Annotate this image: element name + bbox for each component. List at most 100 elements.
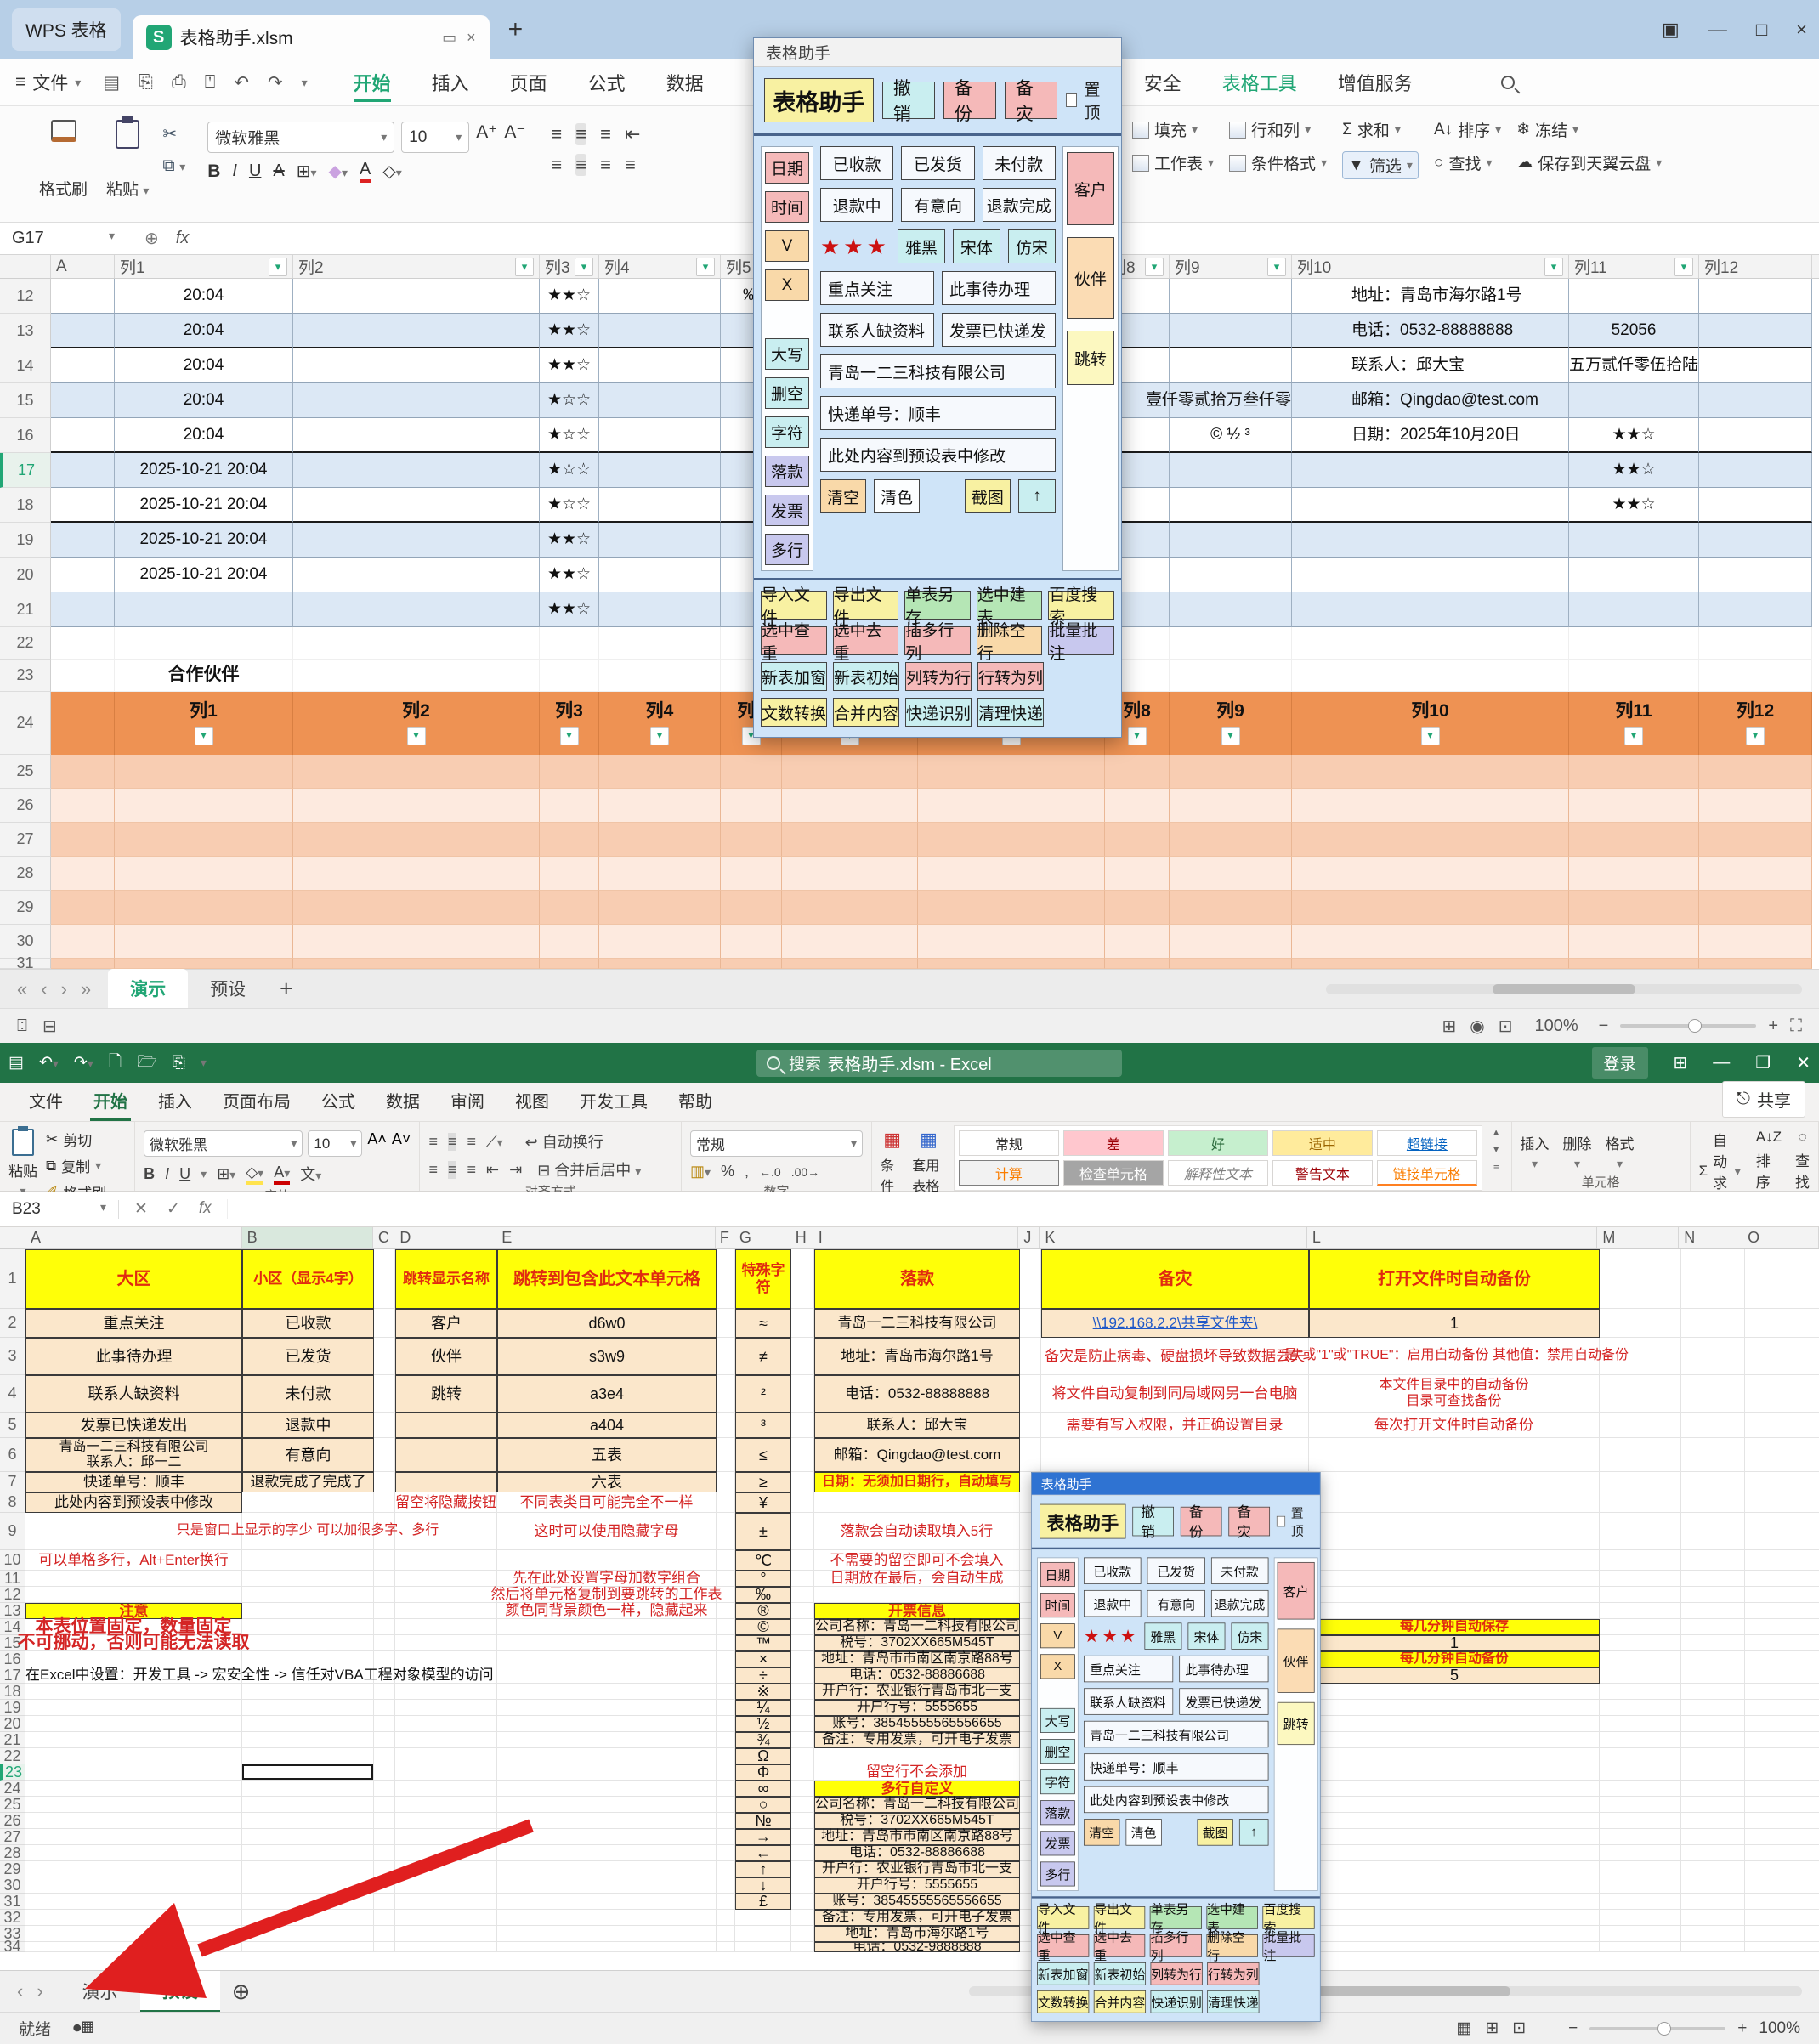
- cell[interactable]: [717, 1910, 735, 1926]
- cell[interactable]: [791, 1926, 814, 1942]
- cell[interactable]: [791, 1781, 814, 1797]
- cell[interactable]: [1699, 925, 1812, 959]
- cell[interactable]: [242, 1910, 374, 1926]
- column-header[interactable]: 列1 ▾: [115, 255, 293, 278]
- cell[interactable]: [791, 1651, 814, 1667]
- row-header[interactable]: 14: [0, 348, 51, 383]
- tab-帮助[interactable]: 帮助: [678, 1093, 712, 1112]
- cell[interactable]: [1105, 660, 1170, 692]
- cell[interactable]: [717, 1748, 735, 1764]
- cell[interactable]: [1569, 627, 1699, 660]
- cell[interactable]: [1600, 1492, 1681, 1513]
- cell[interactable]: [374, 1732, 395, 1748]
- tab-表格工具[interactable]: 表格工具: [1221, 73, 1297, 94]
- disaster-backup-button[interactable]: 备灾: [1228, 1504, 1270, 1540]
- cell[interactable]: [242, 1716, 374, 1732]
- cell[interactable]: [374, 1716, 395, 1732]
- preset-input-2[interactable]: 快递单号：顺丰: [1084, 1753, 1269, 1781]
- cell[interactable]: [395, 1764, 497, 1781]
- ribbon-筛选[interactable]: ▼ 筛选 ▾: [1342, 151, 1419, 179]
- cell[interactable]: [1170, 523, 1292, 558]
- cell[interactable]: [1170, 348, 1292, 383]
- cell[interactable]: [26, 1942, 242, 1952]
- cell[interactable]: [1309, 1748, 1600, 1764]
- cell[interactable]: [791, 1732, 814, 1748]
- cell[interactable]: ≤: [735, 1438, 791, 1472]
- cell[interactable]: [782, 959, 918, 969]
- cell[interactable]: 20:04: [115, 383, 293, 418]
- status-button-退款完成[interactable]: 退款完成: [1210, 1589, 1269, 1617]
- cell[interactable]: [1745, 1492, 1819, 1513]
- cell[interactable]: [1309, 1877, 1600, 1894]
- cell[interactable]: [242, 1603, 374, 1619]
- cell[interactable]: [1600, 1764, 1681, 1781]
- cell[interactable]: [1681, 1732, 1745, 1748]
- ribbon-条件格式[interactable]: 条件格式 ▾: [1229, 151, 1327, 174]
- tag-button-大写[interactable]: 大写: [1040, 1707, 1075, 1733]
- cell[interactable]: [1292, 592, 1569, 627]
- search-icon[interactable]: [1501, 76, 1515, 89]
- cell[interactable]: 五表: [497, 1438, 717, 1472]
- sheet-nav-arrows[interactable]: ‹ ›: [17, 1980, 43, 2002]
- cell[interactable]: [1681, 1910, 1745, 1926]
- increase-indent-icon[interactable]: ⇥: [509, 1160, 523, 1178]
- cell[interactable]: [1309, 1492, 1600, 1513]
- zoom-out-icon[interactable]: −: [1568, 2019, 1578, 2037]
- cell[interactable]: [497, 1716, 717, 1732]
- tab-数据[interactable]: 数据: [386, 1093, 420, 1112]
- format-painter-button[interactable]: 格式刷: [34, 113, 93, 207]
- cell[interactable]: [1681, 1845, 1745, 1861]
- tab-安全[interactable]: 安全: [1143, 73, 1182, 94]
- cell[interactable]: 先在此处设置字母加数字组合: [497, 1570, 717, 1587]
- cell[interactable]: ×: [735, 1651, 791, 1667]
- cell[interactable]: [115, 592, 293, 627]
- cell[interactable]: [115, 755, 293, 789]
- tool-button-新表加窗[interactable]: 新表加窗: [761, 662, 827, 691]
- cell[interactable]: [242, 1748, 374, 1764]
- tab-公式[interactable]: 公式: [587, 73, 626, 94]
- cell[interactable]: © ½ ³: [1170, 418, 1292, 453]
- cell[interactable]: [395, 1438, 497, 1472]
- new-file-icon[interactable]: 🗋: [108, 1052, 122, 1071]
- cell[interactable]: [374, 1492, 395, 1513]
- sheet-tab-演示[interactable]: 演示: [82, 1983, 118, 2002]
- row-header[interactable]: 19: [0, 1699, 26, 1716]
- cell[interactable]: ↑: [735, 1861, 791, 1877]
- cell[interactable]: [1600, 1587, 1681, 1603]
- cell[interactable]: [1745, 1603, 1819, 1619]
- row-header[interactable]: 30: [0, 1877, 26, 1894]
- cell[interactable]: 2025-10-21 20:04: [115, 453, 293, 488]
- row-header[interactable]: 16: [0, 1650, 26, 1667]
- cell[interactable]: [717, 1619, 735, 1635]
- cell[interactable]: [599, 660, 721, 692]
- cell[interactable]: [1745, 1651, 1819, 1667]
- cell[interactable]: 在Excel中设置：开发工具 -> 宏安全性 -> 信任对VBA工程对象模型的访…: [26, 1667, 494, 1684]
- tool-button-导出文件[interactable]: 导出文件: [832, 586, 899, 627]
- cell[interactable]: [717, 1797, 735, 1813]
- cell[interactable]: [395, 1716, 497, 1732]
- cell[interactable]: [1105, 959, 1170, 969]
- cell[interactable]: 20:04: [115, 314, 293, 348]
- cell[interactable]: [791, 1894, 814, 1910]
- cell[interactable]: 不可挪动，否则可能无法读取: [17, 1632, 250, 1652]
- cell[interactable]: [1745, 1716, 1819, 1732]
- tag-button-X[interactable]: X: [1040, 1654, 1075, 1679]
- row-header[interactable]: 8: [0, 1492, 26, 1513]
- cell[interactable]: 列3 ▾: [540, 692, 599, 755]
- cell[interactable]: a404: [497, 1413, 717, 1438]
- cell[interactable]: [26, 1716, 242, 1732]
- filter-icon[interactable]: ▾: [1544, 257, 1563, 276]
- cell[interactable]: [1600, 1813, 1681, 1829]
- cell[interactable]: [1041, 1438, 1309, 1472]
- cell[interactable]: [717, 1829, 735, 1845]
- cell[interactable]: [242, 1700, 374, 1716]
- filter-icon[interactable]: ▾: [406, 726, 426, 745]
- cell[interactable]: [1699, 789, 1812, 823]
- cell[interactable]: [1292, 755, 1569, 789]
- cell[interactable]: [374, 1813, 395, 1829]
- cell[interactable]: [717, 1571, 735, 1587]
- cell[interactable]: [1292, 959, 1569, 969]
- cell[interactable]: 青岛一二三科技有限公司: [814, 1309, 1020, 1338]
- cell[interactable]: [497, 1635, 717, 1651]
- cell[interactable]: [1600, 1375, 1681, 1413]
